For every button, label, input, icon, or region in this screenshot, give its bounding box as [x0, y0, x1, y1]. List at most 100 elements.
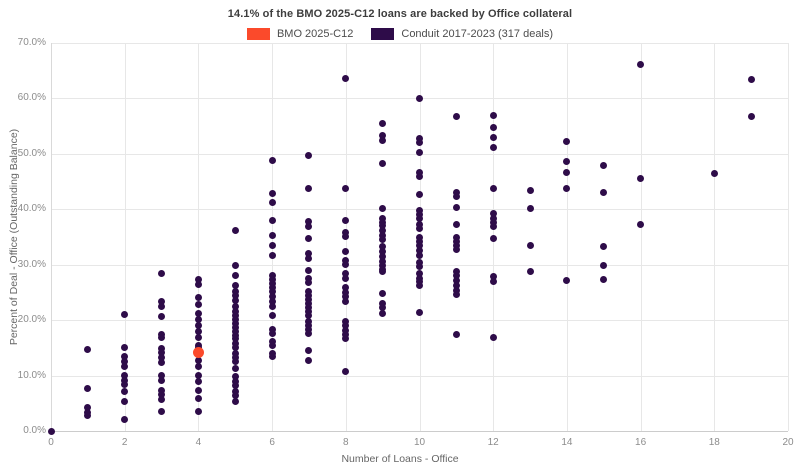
data-point-conduit — [305, 254, 313, 262]
data-point-conduit — [416, 168, 423, 176]
data-point-conduit — [305, 329, 313, 337]
gridline-vertical — [125, 43, 126, 431]
data-point-conduit — [231, 311, 239, 319]
data-point-conduit — [121, 344, 129, 352]
data-point-conduit — [158, 371, 166, 379]
data-point-conduit — [342, 367, 350, 375]
data-point-conduit — [452, 203, 460, 211]
data-point-conduit — [158, 297, 166, 305]
y-tick-label: 30.0% — [17, 258, 46, 270]
data-point-conduit — [268, 288, 276, 296]
data-point-conduit — [194, 387, 202, 395]
data-point-conduit — [231, 378, 239, 386]
chart-title: 14.1% of the BMO 2025-C12 loans are back… — [227, 8, 573, 20]
data-point-conduit — [342, 228, 350, 236]
data-point-conduit — [416, 308, 423, 316]
data-point-conduit — [563, 168, 571, 176]
data-point-conduit — [342, 331, 350, 339]
data-point-conduit — [342, 284, 350, 292]
legend: BMO 2025-C12 Conduit 2017-2023 (317 deal… — [0, 28, 800, 40]
data-point-conduit — [231, 387, 239, 395]
data-point-conduit — [121, 397, 129, 405]
data-point-conduit — [416, 233, 423, 241]
data-point-conduit — [600, 275, 608, 283]
data-point-conduit — [305, 274, 313, 282]
data-point-conduit — [452, 237, 460, 245]
data-point-conduit — [305, 295, 313, 303]
data-point-conduit — [342, 74, 350, 82]
data-point-conduit — [416, 134, 423, 142]
data-point-conduit — [231, 364, 239, 372]
data-point-conduit — [600, 262, 608, 270]
data-point-conduit — [637, 60, 645, 68]
data-point-conduit — [452, 276, 460, 284]
data-point-conduit — [268, 303, 276, 311]
data-point-conduit — [268, 275, 276, 283]
data-point-conduit — [416, 221, 423, 229]
data-point-conduit — [231, 398, 239, 406]
data-point-conduit — [121, 381, 129, 389]
data-point-conduit — [416, 242, 423, 250]
x-axis-title: Number of Loans - Office — [341, 453, 459, 465]
data-point-conduit — [379, 131, 387, 139]
data-point-conduit — [452, 188, 460, 196]
data-point-conduit — [416, 237, 423, 245]
data-point-conduit — [416, 246, 423, 254]
data-point-conduit — [121, 387, 129, 395]
data-point-conduit — [158, 344, 166, 352]
data-point-conduit — [489, 185, 497, 193]
data-point-conduit — [194, 280, 202, 288]
data-point-conduit — [563, 158, 571, 166]
data-point-conduit — [84, 411, 92, 419]
data-point-conduit — [268, 325, 276, 333]
data-point-conduit — [231, 373, 239, 381]
data-point-conduit — [158, 330, 166, 338]
data-point-conduit — [379, 231, 387, 239]
data-point-conduit — [121, 353, 129, 361]
data-point-conduit — [268, 293, 276, 301]
data-point-conduit — [416, 278, 423, 286]
data-point-conduit — [379, 136, 387, 144]
data-point-conduit — [158, 334, 166, 342]
data-point-conduit — [305, 287, 313, 295]
gridline-vertical — [567, 43, 568, 431]
data-point-conduit — [452, 291, 460, 299]
data-point-conduit — [379, 243, 387, 251]
data-point-conduit — [379, 119, 387, 127]
data-point-conduit — [489, 123, 497, 131]
data-point-conduit — [305, 217, 313, 225]
y-axis-title: Percent of Deal - Office (Outstanding Ba… — [8, 128, 20, 346]
data-point-conduit — [268, 157, 276, 164]
data-point-conduit — [305, 250, 313, 258]
data-point-conduit — [416, 270, 423, 278]
data-point-conduit — [121, 416, 129, 424]
data-point-conduit — [305, 317, 313, 325]
data-point-conduit — [121, 363, 129, 371]
data-point-conduit — [268, 353, 276, 361]
data-point-conduit — [563, 185, 571, 193]
gridline-horizontal — [51, 320, 788, 321]
data-point-conduit — [194, 309, 202, 317]
data-point-conduit — [231, 358, 239, 366]
data-point-conduit — [452, 113, 460, 121]
data-point-conduit — [158, 349, 166, 357]
data-point-conduit — [452, 233, 460, 241]
data-point-conduit — [489, 111, 497, 119]
data-point-bmo — [192, 347, 204, 359]
data-point-conduit — [305, 291, 313, 299]
data-point-conduit — [194, 377, 202, 385]
gridline-vertical — [788, 43, 789, 431]
data-point-conduit — [305, 266, 313, 274]
data-point-conduit — [452, 241, 460, 249]
data-point-conduit — [489, 210, 497, 218]
y-tick-label: 60.0% — [17, 92, 46, 104]
data-point-conduit — [416, 206, 423, 214]
data-point-conduit — [342, 270, 350, 278]
gridline-horizontal — [51, 376, 788, 377]
data-point-conduit — [342, 288, 350, 296]
data-point-conduit — [158, 354, 166, 362]
data-point-conduit — [268, 251, 276, 259]
data-point-conduit — [379, 300, 387, 307]
data-point-conduit — [268, 190, 276, 198]
data-point-conduit — [268, 311, 276, 319]
